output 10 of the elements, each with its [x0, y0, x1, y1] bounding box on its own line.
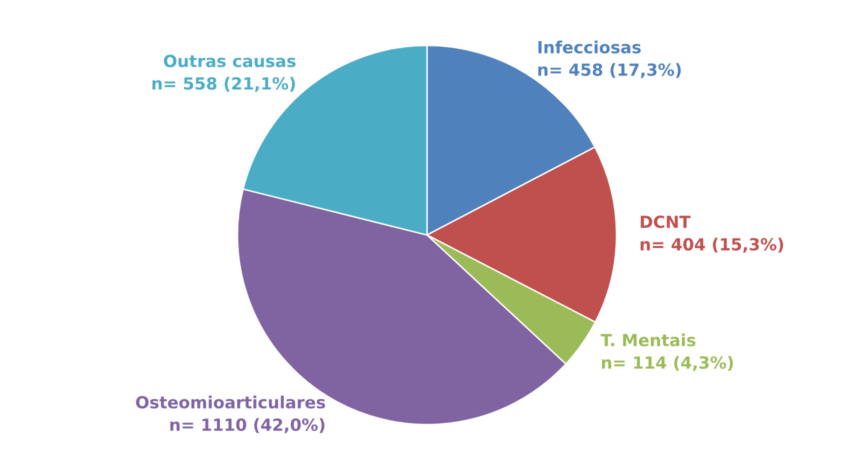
slice-label: Outras causas	[164, 54, 296, 68]
data-label: n= 1110 (42,0%)	[170, 418, 324, 434]
data-label: n= 114 (4,3%)	[602, 356, 733, 371]
slice-label: Infecciosas	[538, 40, 641, 54]
slice-label: T. Mentais	[600, 333, 696, 346]
data-label: n= 458 (17,3%)	[538, 63, 681, 78]
data-label: n= 558 (21,1%)	[152, 76, 295, 92]
slice-label: Osteomioarticulares	[136, 396, 326, 409]
data-label: n= 404 (15,3%)	[640, 238, 784, 253]
slice-label: DCNT	[640, 216, 691, 228]
